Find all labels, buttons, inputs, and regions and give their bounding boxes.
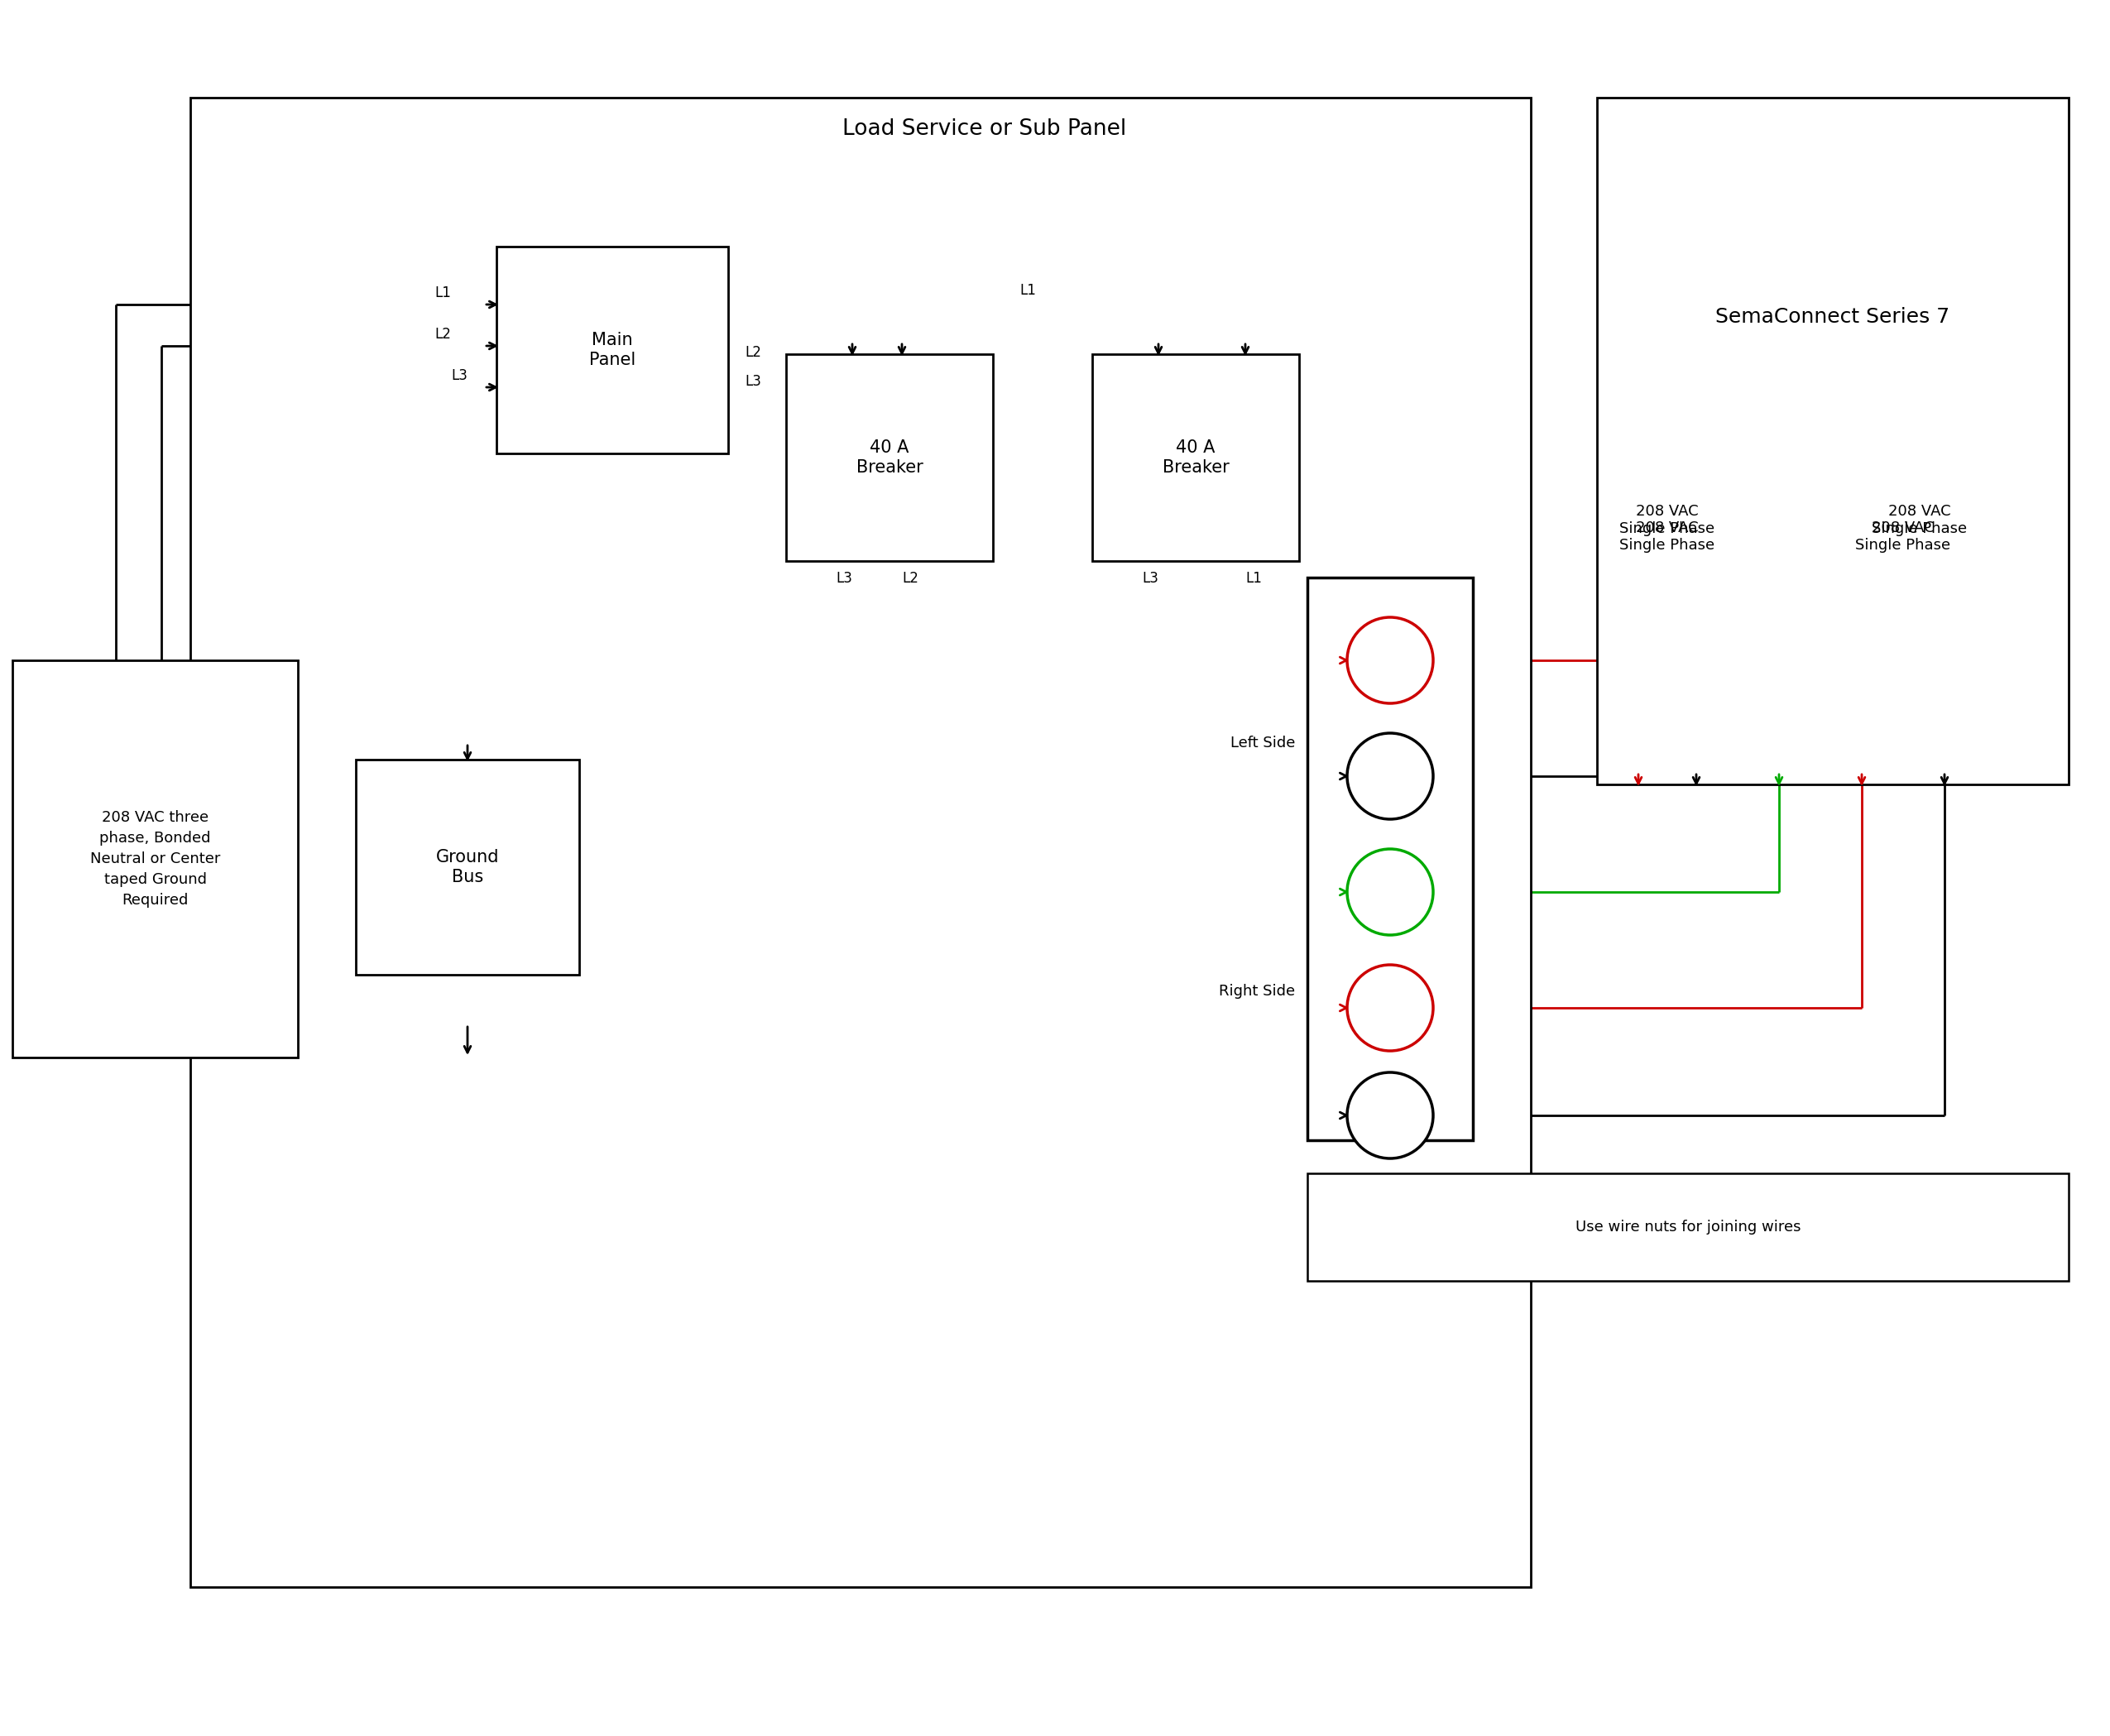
Bar: [13, 660, 298, 1057]
Text: 208 VAC
Single Phase: 208 VAC Single Phase: [1872, 503, 1967, 536]
Circle shape: [1346, 1073, 1433, 1158]
Bar: [1308, 578, 1473, 1141]
Text: 208 VAC
Single Phase: 208 VAC Single Phase: [1620, 503, 1715, 536]
Text: Use wire nuts for joining wires: Use wire nuts for joining wires: [1576, 1220, 1800, 1234]
Text: Right Side: Right Side: [1220, 984, 1296, 998]
Text: L2: L2: [901, 571, 918, 585]
Bar: [496, 247, 728, 453]
Text: L3: L3: [836, 571, 852, 585]
Text: SemaConnect Series 7: SemaConnect Series 7: [1715, 307, 1950, 326]
Text: 208 VAC three
phase, Bonded
Neutral or Center
taped Ground
Required: 208 VAC three phase, Bonded Neutral or C…: [91, 811, 219, 908]
Circle shape: [1346, 849, 1433, 936]
Text: 208 VAC
Single Phase: 208 VAC Single Phase: [1855, 521, 1952, 552]
Text: 208 VAC
Single Phase: 208 VAC Single Phase: [1620, 521, 1715, 552]
Text: Left Side: Left Side: [1230, 736, 1296, 750]
Text: L1: L1: [1019, 283, 1036, 299]
Bar: [1308, 1174, 2068, 1281]
Text: Main
Panel: Main Panel: [589, 332, 635, 368]
Text: 40 A
Breaker: 40 A Breaker: [1163, 439, 1228, 476]
Text: L3: L3: [1142, 571, 1158, 585]
Bar: [1597, 97, 2068, 785]
Text: L3: L3: [745, 373, 762, 389]
Circle shape: [1346, 965, 1433, 1050]
Text: L3: L3: [452, 368, 468, 384]
Circle shape: [1346, 733, 1433, 819]
Text: L2: L2: [435, 326, 452, 342]
Text: 40 A
Breaker: 40 A Breaker: [857, 439, 922, 476]
Text: Load Service or Sub Panel: Load Service or Sub Panel: [842, 118, 1127, 141]
Text: Ground
Bus: Ground Bus: [437, 849, 500, 885]
Bar: [190, 97, 1530, 1587]
Text: L2: L2: [745, 345, 762, 359]
Text: L1: L1: [1245, 571, 1262, 585]
Circle shape: [1346, 618, 1433, 703]
Bar: [357, 760, 580, 974]
Bar: [1093, 354, 1300, 561]
Text: L1: L1: [435, 285, 452, 300]
Bar: [787, 354, 994, 561]
